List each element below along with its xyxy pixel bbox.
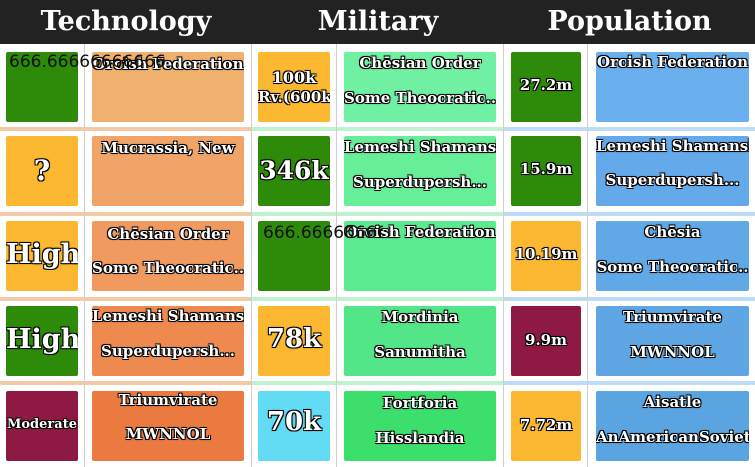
- tech-nation-name: Chēsian Order: [107, 225, 229, 243]
- row-separator: [504, 297, 755, 301]
- tech-level-text: High: [6, 239, 78, 270]
- population-value-cell: 27.2m: [511, 52, 581, 122]
- population-value-text: 27.2m: [519, 76, 573, 94]
- tech-nation-sub: Superdupersh...: [100, 342, 236, 360]
- military-nation-name: Orcish Federation: [344, 223, 496, 241]
- population-value-cell: 9.9m: [511, 306, 581, 376]
- column-divider: [336, 44, 337, 467]
- population-nation-cell: Orcish Federation: [596, 52, 749, 122]
- military-nation-sub: Superdupersh...: [352, 173, 488, 191]
- military-nation-cell: Orcish Federation: [344, 221, 496, 291]
- tech-nation-cell: Mucrassia, New: [92, 136, 244, 206]
- military-nation-name: Lemeshi Shamanship: [344, 138, 496, 156]
- military-nation-name: Fortforia: [382, 394, 458, 412]
- population-nation-name: Aisatle: [643, 393, 702, 411]
- tech-nation-name: Orcish Federation: [92, 55, 244, 73]
- tech-level-cell: High: [6, 306, 78, 376]
- row-separator: [252, 212, 504, 216]
- military-value-text: 70k: [266, 407, 322, 437]
- population-nation-sub: MWNNOL: [630, 343, 715, 361]
- tech-nation-cell: Lemeshi Shamanship Superdupersh...: [92, 306, 244, 376]
- row-separator: [252, 381, 504, 385]
- row-separator: [0, 381, 252, 385]
- military-value-text: 346k: [259, 156, 329, 185]
- tech-level-cell: ?: [6, 136, 78, 206]
- row-separator: [0, 127, 252, 131]
- military-value-text: 78k: [266, 324, 322, 354]
- military-value-cell: 70k: [258, 391, 330, 461]
- population-nation-sub: Some Theocratic..: [596, 258, 749, 276]
- population-value-text: 10.19m: [514, 245, 578, 263]
- row-separator: [252, 127, 504, 131]
- tech-nation-sub: MWNNOL: [125, 425, 211, 443]
- military-nation-name: Chēsian Order: [359, 54, 481, 72]
- military-nation-cell: Lemeshi Shamanship Superdupersh...: [344, 136, 496, 206]
- military-value-text: 100k: [271, 68, 317, 87]
- tech-level-text: ?: [33, 154, 51, 187]
- military-value-cell: 78k: [258, 306, 330, 376]
- tech-nation-name: Triumvirate: [118, 391, 218, 409]
- population-value-text: 9.9m: [525, 331, 567, 349]
- technology-header: Technology: [40, 6, 212, 37]
- row-separator: [0, 212, 252, 216]
- military-nation-sub: Sanumitha: [374, 343, 466, 361]
- tech-nation-sub: Some Theocratic..: [92, 259, 244, 277]
- column-divider: [503, 44, 504, 467]
- tech-level-cell: High: [6, 221, 78, 291]
- population-header: Population: [547, 6, 712, 37]
- military-nation-sub: Hisslandia: [375, 429, 465, 447]
- military-nation-cell: Mordinia Sanumitha: [344, 306, 496, 376]
- population-nation-name: Lemeshi Shamanship: [596, 137, 749, 155]
- population-nation-cell: Lemeshi Shamanship Superdupersh...: [596, 136, 749, 206]
- military-reserve-text: Rv.(600k): [258, 88, 330, 106]
- military-nation-sub: Some Theocratic..: [344, 89, 496, 107]
- tech-nation-cell: Orcish Federation: [92, 52, 244, 122]
- tech-nation-name: Lemeshi Shamanship: [92, 307, 244, 325]
- column-divider: [84, 44, 85, 467]
- population-value-text: 15.9m: [519, 160, 573, 178]
- row-separator: [0, 297, 252, 301]
- population-value-cell: 10.19m: [511, 221, 581, 291]
- military-header: Military: [317, 6, 439, 37]
- row-separator: [504, 381, 755, 385]
- population-nation-sub: Superdupersh...: [605, 171, 740, 189]
- tech-level-text: High: [6, 324, 78, 355]
- tech-nation-cell: Triumvirate MWNNOL: [92, 391, 244, 461]
- military-nation-cell: Chēsian Order Some Theocratic..: [344, 52, 496, 122]
- population-nation-cell: Chēsia Some Theocratic..: [596, 221, 749, 291]
- population-value-cell: 15.9m: [511, 136, 581, 206]
- tech-nation-name: Mucrassia, New: [101, 139, 235, 157]
- tech-level-cell: Moderate: [6, 391, 78, 461]
- military-value-cell: 100k Rv.(600k): [258, 52, 330, 122]
- header-bar: Technology Military Population: [0, 0, 755, 44]
- population-nation-name: Triumvirate: [623, 308, 722, 326]
- population-nation-cell: Aisatle AnAmericanSoviet: [596, 391, 749, 461]
- tech-level-cell: [6, 52, 78, 122]
- population-nation-name: Orcish Federation: [597, 53, 748, 71]
- tech-level-text: Moderate: [7, 417, 77, 432]
- military-nation-cell: Fortforia Hisslandia: [344, 391, 496, 461]
- column-divider: [251, 44, 252, 467]
- population-nation-name: Chēsia: [644, 223, 701, 241]
- military-nation-name: Mordinia: [381, 308, 459, 326]
- population-value-text: 7.72m: [519, 416, 573, 434]
- population-value-cell: 7.72m: [511, 391, 581, 461]
- column-divider: [587, 44, 588, 467]
- row-separator: [504, 212, 755, 216]
- tech-nation-cell: Chēsian Order Some Theocratic..: [92, 221, 244, 291]
- military-value-cell: 346k: [258, 136, 330, 206]
- row-separator: [252, 297, 504, 301]
- population-nation-cell: Triumvirate MWNNOL: [596, 306, 749, 376]
- population-nation-sub: AnAmericanSoviet: [596, 428, 749, 446]
- military-value-cell: [258, 221, 330, 291]
- row-separator: [504, 127, 755, 131]
